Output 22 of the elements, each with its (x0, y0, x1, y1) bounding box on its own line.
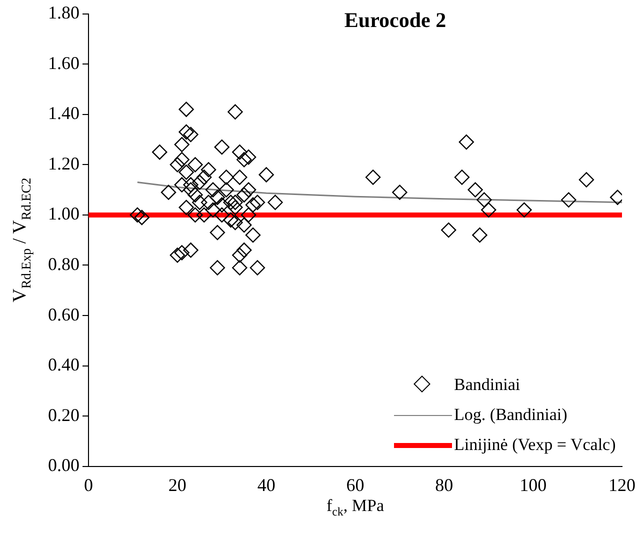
chart-title: Eurocode 2 (344, 8, 446, 33)
y-tick-label: 0.20 (48, 404, 80, 425)
x-tick-label: 60 (346, 474, 364, 495)
legend-label: Linijinė (Vexp = Vcalc) (454, 435, 616, 456)
x-tick-label: 0 (84, 474, 93, 495)
legend-label: Log. (Bandiniai) (454, 405, 568, 426)
y-tick-label: 1.20 (48, 153, 80, 174)
x-tick-label: 20 (168, 474, 186, 495)
y-tick-label: 1.60 (48, 52, 80, 73)
x-tick-label: 100 (520, 474, 547, 495)
x-tick-label: 80 (435, 474, 454, 495)
legend-label: Bandiniai (454, 375, 520, 396)
x-tick-label: 40 (257, 474, 276, 495)
x-tick-label: 120 (608, 474, 636, 495)
x-axis-title: f$_{ck}$, MPa (326, 496, 384, 520)
y-tick-label: 1.00 (48, 204, 80, 224)
y-tick-label: 0.60 (48, 304, 80, 324)
y-tick-label: 1.80 (48, 2, 80, 23)
y-tick-label: 1.40 (48, 103, 80, 124)
y-tick-label: 0.00 (48, 455, 80, 476)
y-tick-label: 0.80 (48, 254, 80, 274)
y-tick-label: 0.40 (48, 354, 80, 375)
